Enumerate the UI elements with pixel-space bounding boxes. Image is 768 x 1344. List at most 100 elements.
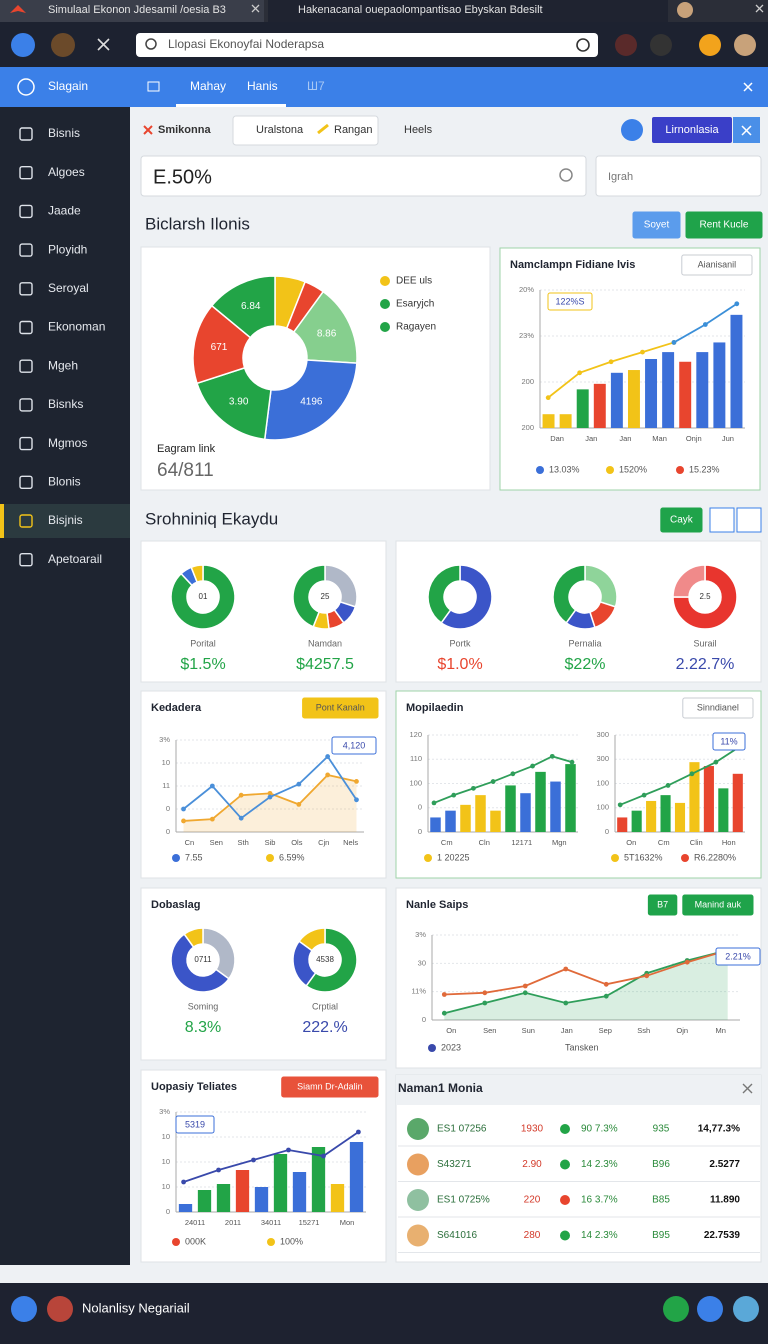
line: [444, 949, 728, 1015]
point: [431, 800, 437, 806]
sidebar-item[interactable]: Jaade: [48, 204, 81, 218]
header-tab[interactable]: Ш7: [307, 79, 325, 93]
button[interactable]: [685, 211, 763, 239]
toolbar-icon[interactable]: [699, 34, 721, 56]
button-text[interactable]: B7: [657, 899, 668, 909]
bar: [330, 1184, 345, 1212]
x-label: 12171: [511, 838, 532, 847]
filter[interactable]: Heels: [404, 124, 433, 136]
x-label: On: [446, 1026, 456, 1035]
legend-dot: [424, 854, 432, 862]
footer-icon[interactable]: [11, 1296, 37, 1322]
table-cell: 11.890: [710, 1195, 740, 1206]
button[interactable]: [647, 894, 678, 916]
sidebar-item[interactable]: Mgeh: [48, 358, 78, 372]
button-text[interactable]: Siamn Dr-Adalin: [297, 1081, 363, 1091]
button-text[interactable]: Rent Kucle: [700, 220, 749, 231]
app-icon[interactable]: [11, 33, 35, 57]
slice-label: 671: [211, 342, 228, 353]
donut-value: 222.%: [302, 1019, 347, 1036]
tab-title[interactable]: Simulaal Ekonon Jdesamil /oesia B3: [48, 4, 226, 16]
filter[interactable]: Uralstona: [256, 124, 304, 136]
footer-button[interactable]: [663, 1296, 689, 1322]
toolbar-icon[interactable]: [615, 34, 637, 56]
primary-button-text[interactable]: Lirnonlasia: [665, 124, 719, 136]
slice: [427, 564, 461, 624]
card: [140, 1069, 387, 1263]
legend-dot: [267, 1238, 275, 1246]
filter[interactable]: Smikonna: [158, 124, 211, 136]
legend-text: 5T1632%: [624, 852, 663, 862]
axis-label: 0: [166, 1207, 170, 1216]
add-button[interactable]: [621, 119, 643, 141]
button[interactable]: [281, 1076, 379, 1098]
address-input[interactable]: [136, 33, 598, 57]
bar: [689, 762, 700, 832]
slice: [292, 564, 326, 628]
button[interactable]: [302, 697, 379, 719]
sidebar-item[interactable]: Ekonoman: [48, 320, 105, 334]
button-text[interactable]: Aianisanil: [698, 259, 737, 269]
header-tab[interactable]: Mahay: [190, 79, 226, 93]
legend-dot: [606, 466, 614, 474]
button-text[interactable]: Cayk: [670, 515, 694, 526]
sidebar-item[interactable]: Algoes: [48, 165, 85, 179]
axis-label: 0: [605, 827, 609, 836]
bar: [520, 793, 531, 832]
table-cell: S43271: [437, 1159, 472, 1170]
icon-button[interactable]: [736, 507, 762, 533]
button-text[interactable]: Soyet: [644, 220, 670, 231]
button[interactable]: [660, 507, 703, 533]
close-icon[interactable]: [742, 1083, 753, 1094]
sidebar-item[interactable]: Bisnks: [48, 397, 83, 411]
toolbar-icon[interactable]: [734, 34, 756, 56]
card-title: Nanle Saips: [406, 899, 468, 911]
sidebar-item[interactable]: Mgmos: [48, 436, 87, 450]
close-icon[interactable]: [743, 82, 753, 92]
button-text[interactable]: Pont Kanaln: [316, 702, 365, 712]
footer-button[interactable]: [733, 1296, 759, 1322]
button[interactable]: [632, 211, 681, 239]
legend-dot: [266, 854, 274, 862]
filter[interactable]: Rangan: [334, 124, 373, 136]
footer-button[interactable]: [697, 1296, 723, 1322]
legend-text: 000K: [185, 1236, 206, 1246]
point: [603, 993, 609, 999]
search-icon: [145, 38, 157, 50]
button[interactable]: [682, 697, 754, 719]
search-box[interactable]: [595, 155, 762, 197]
point: [238, 792, 244, 798]
bar: [505, 785, 516, 832]
close-icon[interactable]: [251, 4, 764, 13]
x-label: Cn: [185, 838, 195, 847]
sidebar-item[interactable]: Bisnis: [48, 126, 80, 140]
legend-dot: [536, 466, 544, 474]
search-box[interactable]: [140, 155, 587, 197]
icon-button[interactable]: [709, 507, 735, 533]
close-icon[interactable]: [97, 38, 110, 51]
sidebar-item[interactable]: Bisjnis: [48, 513, 83, 527]
sidebar-item[interactable]: Blonis: [48, 474, 81, 488]
button-text[interactable]: Sinndianel: [697, 702, 739, 712]
legend-dot: [676, 466, 684, 474]
point: [471, 785, 476, 791]
x-label: Hon: [722, 838, 736, 847]
sidebar-item[interactable]: Apetoarail: [48, 552, 102, 566]
table-cell: 280: [524, 1230, 541, 1241]
toolbar-icon[interactable]: [650, 34, 672, 56]
badge-text: 4,120: [343, 740, 366, 750]
sidebar-item[interactable]: Ployidh: [48, 242, 87, 256]
button-text[interactable]: Manind auk: [695, 899, 742, 909]
header-tab[interactable]: Hanis: [247, 79, 278, 93]
axis-label: 200: [521, 377, 534, 386]
point: [608, 359, 614, 365]
x-label: Dan: [550, 434, 564, 443]
tab-title[interactable]: Hakenacanal ouepaolompantisao Ebyskan Bd…: [298, 4, 543, 16]
sidebar-item[interactable]: Seroyal: [48, 281, 89, 295]
axis-label: 10: [162, 1132, 170, 1141]
button[interactable]: [681, 254, 753, 276]
slice: [298, 927, 326, 952]
primary-button[interactable]: [652, 117, 732, 143]
button[interactable]: [682, 894, 754, 916]
